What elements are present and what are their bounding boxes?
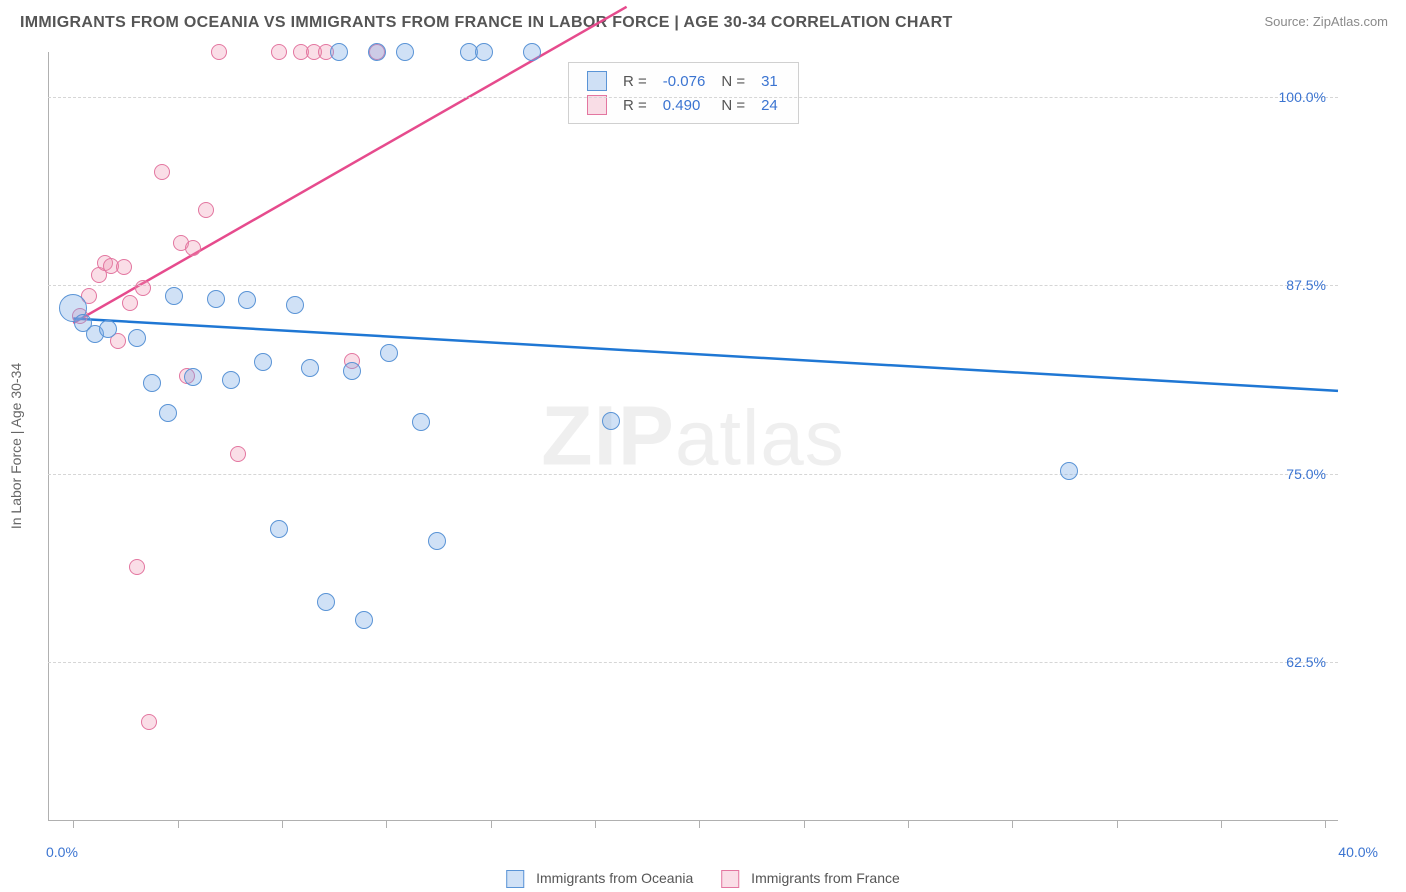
x-tick	[1117, 820, 1118, 828]
x-tick	[73, 820, 74, 828]
source-label: Source: ZipAtlas.com	[1264, 14, 1388, 29]
x-tick	[1221, 820, 1222, 828]
title-bar: IMMIGRANTS FROM OCEANIA VS IMMIGRANTS FR…	[20, 14, 1386, 38]
gridline-h	[48, 97, 1338, 98]
data-point-oceania	[475, 43, 493, 61]
plot-area: ZIPatlas R = -0.076 N = 31 R = 0.490 N =…	[48, 52, 1338, 821]
y-tick-label: 87.5%	[1286, 277, 1326, 293]
x-tick	[282, 820, 283, 828]
data-point-oceania	[428, 532, 446, 550]
data-point-oceania	[330, 43, 348, 61]
x-tick	[491, 820, 492, 828]
data-point-france	[271, 44, 287, 60]
data-point-oceania	[368, 43, 386, 61]
y-tick-label: 75.0%	[1286, 466, 1326, 482]
data-point-oceania	[128, 329, 146, 347]
gridline-h	[48, 285, 1338, 286]
data-point-oceania	[523, 43, 541, 61]
data-point-oceania	[99, 320, 117, 338]
y-axis-title: In Labor Force | Age 30-34	[8, 363, 24, 529]
x-tick	[1012, 820, 1013, 828]
gridline-h	[48, 662, 1338, 663]
legend-item-series-a: Immigrants from Oceania	[506, 870, 693, 888]
r-label-a: R =	[623, 73, 647, 90]
data-point-france	[185, 240, 201, 256]
r-value-a: -0.076	[655, 69, 714, 93]
x-tick	[804, 820, 805, 828]
data-point-france	[135, 280, 151, 296]
stats-row-series-a: R = -0.076 N = 31	[579, 69, 786, 93]
x-tick	[1325, 820, 1326, 828]
data-point-oceania	[317, 593, 335, 611]
x-tick	[595, 820, 596, 828]
data-point-oceania	[254, 353, 272, 371]
chart-container: IMMIGRANTS FROM OCEANIA VS IMMIGRANTS FR…	[0, 0, 1406, 892]
data-point-oceania	[301, 359, 319, 377]
y-axis-line	[48, 52, 49, 820]
stats-table: R = -0.076 N = 31 R = 0.490 N = 24	[579, 69, 786, 117]
data-point-france	[154, 164, 170, 180]
data-point-france	[230, 446, 246, 462]
legend-swatch-a	[506, 870, 524, 888]
n-label-a: N =	[721, 73, 745, 90]
r-label-b: R =	[623, 97, 647, 114]
data-point-oceania	[396, 43, 414, 61]
x-label-left: 0.0%	[46, 844, 78, 860]
trend-lines	[48, 52, 1338, 820]
data-point-oceania	[165, 287, 183, 305]
n-label-b: N =	[721, 97, 745, 114]
data-point-france	[141, 714, 157, 730]
legend-label-b: Immigrants from France	[751, 870, 900, 886]
legend-item-series-b: Immigrants from France	[721, 870, 899, 888]
data-point-france	[122, 295, 138, 311]
x-label-right: 40.0%	[1338, 844, 1378, 860]
legend-swatch-b	[721, 870, 739, 888]
x-tick	[699, 820, 700, 828]
swatch-series-a	[587, 71, 607, 91]
data-point-france	[129, 559, 145, 575]
data-point-oceania	[238, 291, 256, 309]
data-point-oceania	[355, 611, 373, 629]
data-point-france	[116, 259, 132, 275]
gridline-h	[48, 474, 1338, 475]
legend-label-a: Immigrants from Oceania	[536, 870, 693, 886]
data-point-oceania	[412, 413, 430, 431]
data-point-oceania	[343, 362, 361, 380]
x-tick	[386, 820, 387, 828]
data-point-oceania	[159, 404, 177, 422]
watermark: ZIPatlas	[541, 388, 844, 485]
x-tick	[178, 820, 179, 828]
legend: Immigrants from Oceania Immigrants from …	[506, 870, 900, 888]
data-point-oceania	[380, 344, 398, 362]
data-point-oceania	[286, 296, 304, 314]
data-point-oceania	[222, 371, 240, 389]
stats-box: R = -0.076 N = 31 R = 0.490 N = 24	[568, 62, 799, 124]
x-tick	[908, 820, 909, 828]
data-point-oceania	[143, 374, 161, 392]
data-point-france	[198, 202, 214, 218]
chart-title: IMMIGRANTS FROM OCEANIA VS IMMIGRANTS FR…	[20, 14, 953, 31]
n-value-a: 31	[753, 69, 786, 93]
data-point-france	[211, 44, 227, 60]
data-point-oceania	[207, 290, 225, 308]
y-tick-label: 100.0%	[1279, 89, 1326, 105]
data-point-oceania	[1060, 462, 1078, 480]
data-point-oceania	[602, 412, 620, 430]
y-tick-label: 62.5%	[1286, 654, 1326, 670]
data-point-oceania	[270, 520, 288, 538]
data-point-oceania	[184, 368, 202, 386]
